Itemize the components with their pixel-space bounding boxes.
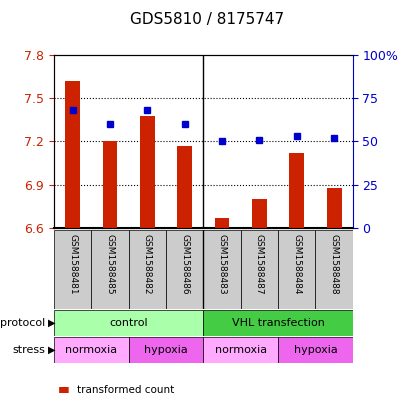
Bar: [289, 153, 304, 228]
Text: GSM1588483: GSM1588483: [217, 234, 227, 294]
Text: GSM1588486: GSM1588486: [180, 234, 189, 294]
Bar: [203, 337, 278, 363]
Bar: [203, 310, 353, 336]
Text: hypoxia: hypoxia: [144, 345, 188, 355]
Text: GSM1588482: GSM1588482: [143, 234, 152, 294]
Text: stress: stress: [13, 345, 46, 355]
Bar: [203, 230, 241, 309]
Text: protocol: protocol: [0, 318, 46, 328]
Text: GSM1588484: GSM1588484: [292, 234, 301, 294]
Bar: [241, 230, 278, 309]
Bar: [65, 81, 80, 228]
Bar: [129, 230, 166, 309]
Bar: [91, 230, 129, 309]
Text: GDS5810 / 8175747: GDS5810 / 8175747: [130, 12, 285, 27]
Text: ▶: ▶: [48, 345, 55, 355]
Bar: [54, 337, 129, 363]
Bar: [315, 230, 353, 309]
Text: GSM1588487: GSM1588487: [255, 234, 264, 294]
Bar: [327, 187, 342, 228]
Bar: [140, 116, 155, 228]
Bar: [177, 146, 192, 228]
Bar: [54, 310, 203, 336]
Bar: [103, 141, 117, 228]
Bar: [54, 230, 91, 309]
Text: transformed count: transformed count: [77, 385, 174, 393]
Text: normoxia: normoxia: [215, 345, 267, 355]
Bar: [278, 337, 353, 363]
Text: ■: ■: [58, 384, 70, 393]
Text: GSM1588485: GSM1588485: [105, 234, 115, 294]
Text: hypoxia: hypoxia: [293, 345, 337, 355]
Text: GSM1588481: GSM1588481: [68, 234, 77, 294]
Text: VHL transfection: VHL transfection: [232, 318, 325, 328]
Text: GSM1588488: GSM1588488: [330, 234, 339, 294]
Bar: [278, 230, 315, 309]
Bar: [129, 337, 203, 363]
Bar: [252, 199, 267, 228]
Bar: [166, 230, 203, 309]
Bar: [215, 218, 229, 228]
Text: ▶: ▶: [48, 318, 55, 328]
Text: control: control: [109, 318, 148, 328]
Text: normoxia: normoxia: [65, 345, 117, 355]
